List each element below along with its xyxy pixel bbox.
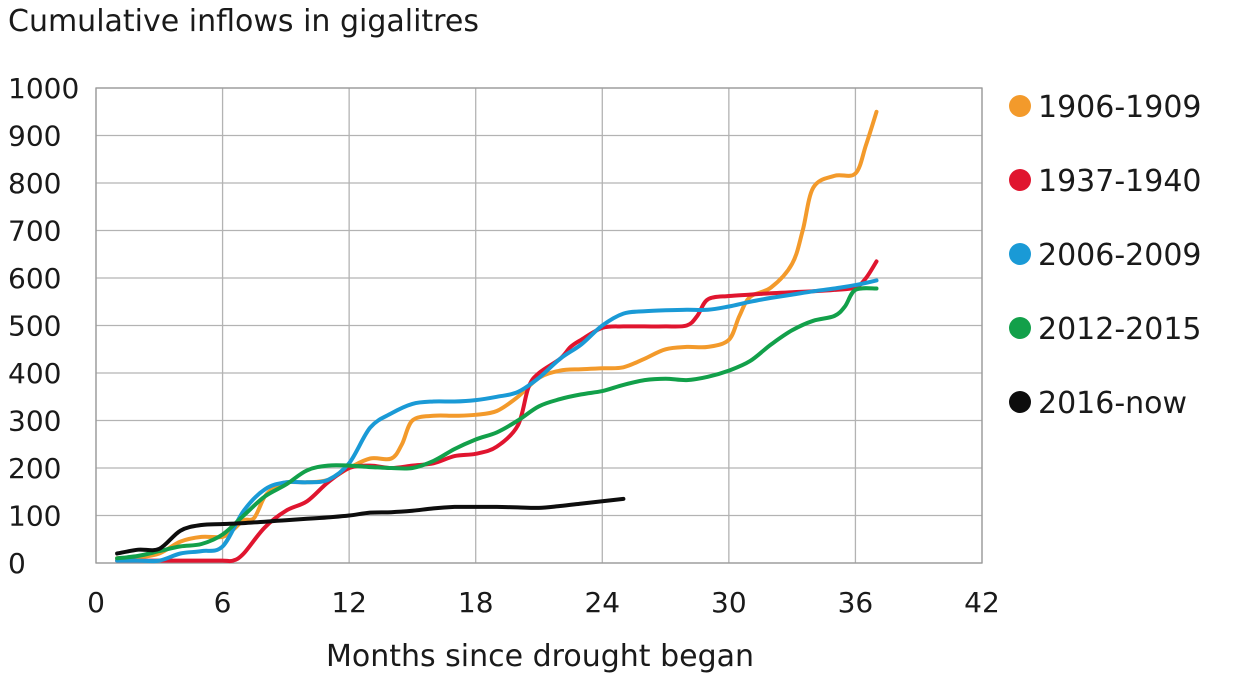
- y-tick-label: 1000: [8, 72, 79, 105]
- x-tick-label: 6: [214, 586, 232, 619]
- x-tick-label: 12: [331, 586, 367, 619]
- series-line-1937-1940: [115, 259, 879, 564]
- grid: [95, 87, 983, 564]
- plot-frame: [95, 87, 983, 564]
- series-line-2012-2015: [115, 286, 879, 561]
- legend-marker: [1009, 169, 1031, 191]
- x-tick-label: 36: [838, 586, 874, 619]
- y-tick-label: 400: [8, 357, 61, 390]
- x-axis-label: Months since drought began: [326, 639, 754, 674]
- y-tick-label: 500: [8, 310, 61, 343]
- legend-marker: [1009, 317, 1031, 339]
- legend-label: 2006-2009: [1038, 238, 1202, 273]
- y-tick-label: 600: [8, 262, 61, 295]
- legend-label: 2016-now: [1038, 386, 1187, 421]
- axes: 0 100 200 300 400 500 600 700 800 900 1000 0 6 12 18 24…: [8, 72, 1000, 619]
- legend-marker: [1009, 243, 1031, 265]
- x-tick-label: 0: [87, 586, 105, 619]
- legend-marker: [1009, 391, 1031, 413]
- legend: 1906-1909 1937-1940 2006-2009 2012-2015 2016…: [1009, 90, 1202, 421]
- legend-label: 1906-1909: [1038, 90, 1202, 125]
- y-tick-label: 800: [8, 167, 61, 200]
- legend-label: 1937-1940: [1038, 164, 1202, 199]
- y-tick-label: 200: [8, 452, 61, 485]
- series-lines: [115, 109, 879, 564]
- chart-title: Cumulative inflows in gigalitres: [8, 4, 479, 39]
- x-tick-label: 42: [964, 586, 1000, 619]
- y-tick-label: 700: [8, 215, 61, 248]
- legend-label: 2012-2015: [1038, 312, 1202, 347]
- y-tick-label: 100: [8, 500, 61, 533]
- series-line-2006-2009: [115, 278, 879, 564]
- series-line-2016-now: [115, 496, 626, 556]
- x-tick-label: 24: [584, 586, 620, 619]
- x-tick-label: 30: [711, 586, 747, 619]
- y-tick-label: 900: [8, 120, 61, 153]
- y-tick-label: 0: [8, 547, 26, 580]
- series-line-1906-1909: [115, 109, 879, 561]
- y-tick-label: 300: [8, 405, 61, 438]
- legend-marker: [1009, 95, 1031, 117]
- x-tick-label: 18: [458, 586, 494, 619]
